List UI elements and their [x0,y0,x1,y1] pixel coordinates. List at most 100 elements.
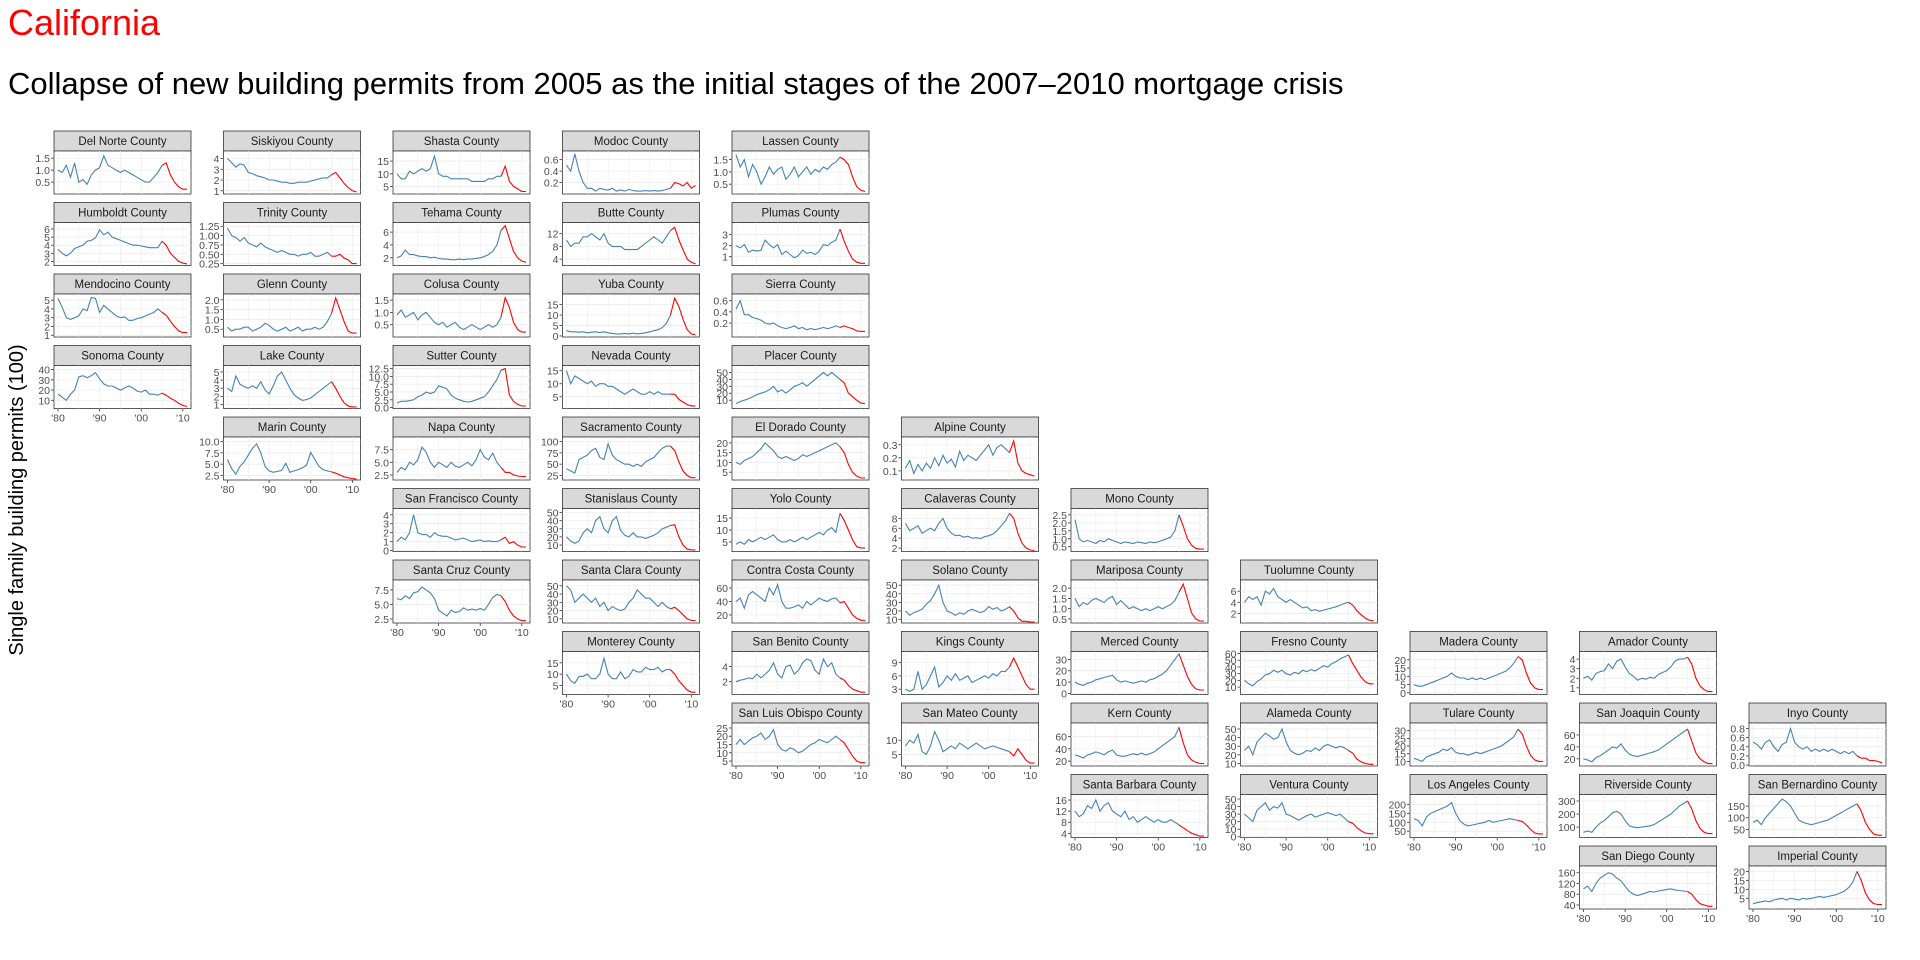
y-tick-label: 0 [1400,688,1406,700]
panel-title: Glenn County [257,279,328,291]
panel-plot-area [223,222,361,266]
y-tick-label: 1.25 [199,221,220,233]
y-tick-label: 10 [1394,671,1406,683]
series-line-pre-2005 [227,158,332,184]
y-tick-label: 2 [892,543,898,555]
panel-title: Calaveras County [924,494,1016,506]
y-tick-label: 200 [1388,799,1406,811]
series-line-post-2005 [839,378,866,405]
x-tick-label: '80 [51,413,65,425]
y-tick-label: 0.0 [374,403,389,415]
y-tick-label: 1.0 [1052,604,1067,616]
x-tick-label: '00 [1151,842,1165,854]
y-tick-label: 1.00 [199,231,220,243]
y-tick-label: 50 [1733,824,1745,836]
y-tick-label: 4 [383,240,389,252]
x-tick-label: '10 [1871,913,1885,925]
y-tick-label: 10 [547,614,559,626]
panel-title: Sutter County [426,351,497,363]
panel-plot-area [392,508,531,552]
y-tick-label: 2 [1231,609,1237,621]
panel-title: Ventura County [1269,780,1349,792]
y-tick-label: 40 [1564,900,1576,912]
panel-title: Santa Barbara County [1083,780,1197,792]
y-tick-label: 50 [1225,794,1237,806]
panel-plot-area [901,436,1039,481]
series-line-pre-2005 [905,443,1010,476]
y-tick-label: 15 [716,448,728,460]
series-line-post-2005 [669,296,696,336]
series-line-pre-2005 [735,442,841,466]
panel-plot-area [731,651,870,695]
series-line-post-2005 [1686,728,1713,765]
y-tick-label: 4 [892,533,898,545]
panel-title: San Diego County [1601,851,1695,863]
series-line-pre-2005 [57,154,163,186]
y-tick-label: 10 [547,379,559,391]
panel-modoc-county: Modoc County 0.20.40.6 [544,130,700,195]
series-line-post-2005 [1856,755,1883,764]
y-tick-label: 150 [1388,808,1406,820]
panel-title: Inyo County [1787,708,1849,720]
panel-plot-area [223,150,361,195]
series-line-post-2005 [331,471,357,480]
series-line-pre-2005 [735,513,841,546]
y-tick-label: 60 [1225,649,1237,661]
y-tick-label: 100 [541,437,559,449]
series-line-post-2005 [1517,819,1543,835]
panel-plot-area [1748,794,1887,838]
panel-title: Sacramento County [580,422,682,434]
y-tick-label: 0.2 [713,318,728,330]
series-line-post-2005 [500,595,526,622]
panel-title: El Dorado County [755,422,846,434]
y-tick-label: 9 [892,658,898,670]
y-tick-label: 3 [383,519,389,531]
panel-alpine-county: Alpine County 0.10.20.3 [883,416,1039,481]
series-line-post-2005 [839,325,865,332]
y-tick-label: 2 [214,175,220,187]
y-tick-label: 0 [553,331,559,343]
panel-title: Stanislaus County [585,494,678,506]
panel-plot-area [731,365,870,409]
y-tick-label: 60 [1055,732,1067,744]
y-tick-label: 0.4 [544,166,559,178]
series-line-post-2005 [1517,656,1543,691]
y-tick-label: 1.0 [205,314,220,326]
series-line-post-2005 [1687,800,1713,835]
series-line-pre-2005 [227,371,332,401]
y-tick-label: 3 [214,164,220,176]
y-tick-label: 4 [1570,654,1576,666]
y-tick-label: 20 [38,385,50,397]
y-tick-label: 160 [1558,868,1576,880]
y-tick-label: 4 [553,254,559,266]
y-tick-label: 300 [1558,796,1576,808]
panel-title: Kings County [936,637,1005,649]
panel-plot-area [1240,722,1378,767]
series-line-pre-2005 [396,230,502,261]
y-tick-label: 30 [716,381,728,393]
panel-tuolumne-county: Tuolumne County 246 [1231,559,1378,624]
y-tick-label: 10 [1733,884,1745,896]
panel-plot-area [53,293,192,338]
panel-title: Tehama County [421,208,502,220]
y-tick-label: 0.2 [883,453,898,465]
y-tick-label: 15 [716,513,728,525]
panel-del-norte-county: Del Norte County 0.51.01.5 [35,130,192,195]
panel-plot-area [562,365,700,409]
y-tick-label: 50 [547,508,559,520]
y-tick-label: 1.5 [205,305,220,317]
x-tick-label: '90 [262,484,276,496]
series-line-pre-2005 [565,370,671,395]
y-tick-label: 4 [722,662,728,674]
panel-title: Lake County [260,351,325,363]
series-line-pre-2005 [1074,592,1180,612]
series-line-pre-2005 [566,515,671,545]
panel-plot-area [562,222,700,266]
